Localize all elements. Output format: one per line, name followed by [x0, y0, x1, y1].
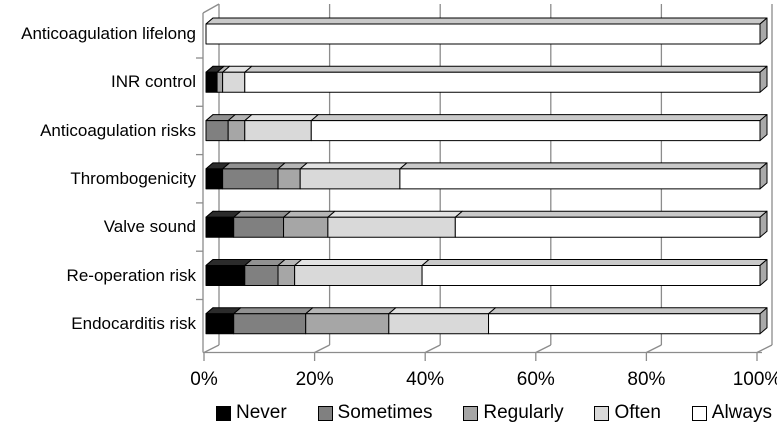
bar-segment-sometimes: [205, 120, 229, 142]
bar-segment-often: [327, 216, 456, 238]
bar-top-face: [421, 259, 768, 266]
legend-item: Always: [691, 402, 772, 424]
bar-top-face: [488, 307, 768, 315]
bar-top-face: [310, 114, 768, 122]
bar-segment-never: [205, 71, 218, 93]
bar-segment-always: [454, 216, 761, 238]
bar-segment-never: [205, 216, 235, 238]
bar-segment-never: [205, 168, 224, 190]
bar-segment-often: [294, 265, 423, 286]
legend: Never Sometimes Regularly Often Always: [216, 402, 772, 424]
legend-swatch-icon: [317, 405, 333, 421]
legend-item: Never: [216, 402, 287, 424]
category-label: INR control: [110, 72, 196, 92]
bar-segment-often: [388, 313, 490, 335]
bar-top-face: [233, 210, 292, 218]
bar-segment-always: [310, 120, 761, 142]
legend-label: Regularly: [483, 402, 564, 423]
bar-segment-never: [205, 265, 246, 286]
bar-top-face: [454, 210, 768, 218]
x-axis-tick-label: 20%: [295, 369, 334, 390]
x-gridline-bend: [535, 344, 552, 354]
bar-segment-sometimes: [233, 313, 307, 335]
legend-item: Often: [594, 402, 661, 424]
legend-swatch-icon: [216, 405, 231, 421]
bar-segment-always: [488, 313, 761, 335]
bar-top-face: [388, 307, 497, 315]
bar-segment-often: [299, 168, 401, 190]
legend-label: Always: [711, 402, 772, 423]
bar-top-face: [244, 65, 768, 73]
bar-segment-regularly: [227, 120, 246, 142]
legend-swatch-icon: [691, 405, 707, 421]
bar-segment-sometimes: [233, 216, 285, 238]
bar-top-face: [299, 162, 408, 170]
bar-segment-regularly: [283, 216, 329, 238]
bar-segment-always: [205, 23, 761, 45]
category-label: Thrombogenicity: [70, 168, 196, 188]
bar-segment-never: [205, 313, 235, 335]
bar-top-face: [233, 307, 314, 315]
legend-item: Regularly: [463, 402, 564, 424]
bar-segment-sometimes: [244, 265, 279, 286]
bar-segment-always: [244, 71, 761, 93]
x-gridline-bend: [756, 344, 773, 354]
bar-top-face: [305, 307, 397, 315]
bar-segment-regularly: [305, 313, 390, 335]
x-axis-tick-label: 100%: [732, 369, 777, 390]
category-label: Endocarditis risk: [71, 313, 196, 333]
x-axis-tick-label: 80%: [627, 369, 666, 390]
bar-segment-regularly: [277, 168, 301, 190]
bar-top-face: [222, 162, 286, 170]
bar-top-face: [283, 210, 336, 218]
bar-segment-often: [244, 120, 312, 142]
bar-segment-regularly: [277, 265, 296, 286]
x-gridline-bend: [424, 344, 441, 354]
bar-top-face: [205, 259, 253, 266]
bars-layer: [205, 17, 768, 335]
category-label: Valve sound: [103, 217, 196, 237]
legend-item: Sometimes: [317, 402, 433, 424]
bar-top-face: [205, 17, 768, 25]
bar-segment-always: [421, 265, 761, 286]
bar-segment-often: [222, 71, 246, 93]
bar-top-face: [327, 210, 463, 218]
legend-swatch-icon: [594, 405, 610, 421]
bar-top-face: [399, 162, 768, 170]
x-gridline-bend: [646, 344, 662, 354]
x-gridline-bend: [314, 344, 330, 354]
x-axis-tick-label: 40%: [406, 369, 445, 390]
wall-top-edge: [202, 3, 220, 14]
x-axis-tick-label: 0%: [190, 369, 218, 390]
bar-segment-sometimes: [222, 168, 279, 190]
legend-label: Often: [614, 402, 661, 423]
category-label: Anticoagulation lifelong: [21, 24, 196, 43]
x-gridline-bend: [203, 344, 220, 354]
legend-label: Sometimes: [337, 402, 433, 423]
bar-top-face: [294, 259, 430, 266]
bar-top-face: [244, 114, 319, 122]
legend-label: Never: [236, 402, 287, 423]
x-axis-tick-label: 60%: [516, 369, 555, 390]
category-label: Re-operation risk: [66, 265, 196, 285]
bar-segment-regularly: [216, 71, 224, 93]
bar-segment-always: [399, 168, 761, 190]
category-label: Anticoagulation risks: [40, 120, 196, 140]
legend-swatch-icon: [463, 405, 479, 421]
